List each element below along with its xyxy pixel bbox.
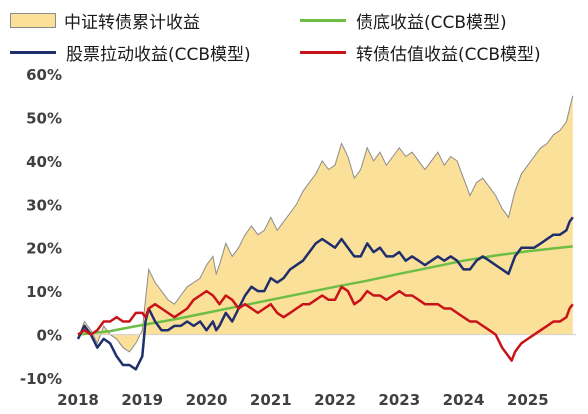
- x-tick-label: 2021: [250, 391, 292, 409]
- legend-swatch-line: [300, 50, 346, 54]
- legend-label: 中证转债累计收益: [64, 12, 200, 33]
- y-tick-label: 10%: [26, 283, 62, 301]
- area-layer: [77, 95, 574, 353]
- legend-label: 转债估值收益(CCB模型): [356, 44, 541, 65]
- line-layer: [76, 216, 574, 371]
- legend-swatch-line: [300, 18, 346, 22]
- x-tick-label: 2024: [443, 391, 485, 409]
- y-tick-label: 50%: [26, 109, 62, 127]
- x-tick-label: 2023: [378, 391, 420, 409]
- y-tick-label: 40%: [26, 153, 62, 171]
- x-tick-label: 2018: [57, 391, 99, 409]
- series-line-valuation: [77, 285, 574, 362]
- x-tick-label: 2022: [314, 391, 356, 409]
- x-axis: 2018 2019 2020 2021 2022 2023 2024 2025: [57, 391, 549, 409]
- area-fill-convertible-index: [78, 95, 573, 352]
- y-tick-label: -10%: [20, 370, 62, 388]
- legend-label: 股票拉动收益(CCB模型): [66, 44, 251, 65]
- series-line-equity-driven: [76, 216, 574, 371]
- legend-swatch-area: [10, 12, 56, 28]
- x-tick-label: 2025: [507, 391, 549, 409]
- y-tick-label: 60%: [26, 66, 62, 84]
- x-tick-label: 2019: [121, 391, 163, 409]
- series-line-bond-floor: [77, 245, 573, 336]
- x-tick-label: 2020: [186, 391, 228, 409]
- y-tick-label: 0%: [37, 327, 62, 345]
- y-tick-label: 30%: [26, 196, 62, 214]
- legend-swatch-line: [10, 50, 56, 54]
- legend-item-equity-driven: 股票拉动收益(CCB模型): [10, 39, 251, 65]
- legend-item-bond-floor: 债底收益(CCB模型): [300, 7, 507, 33]
- area-outline-convertible-index: [77, 95, 574, 353]
- legend-label: 债底收益(CCB模型): [356, 12, 507, 33]
- y-axis: 60% 50% 40% 30% 20% 10% 0% -10%: [20, 66, 62, 388]
- legend-item-convertible-index: 中证转债累计收益: [10, 7, 200, 33]
- legend-item-valuation: 转债估值收益(CCB模型): [300, 39, 541, 65]
- y-tick-label: 20%: [26, 240, 62, 258]
